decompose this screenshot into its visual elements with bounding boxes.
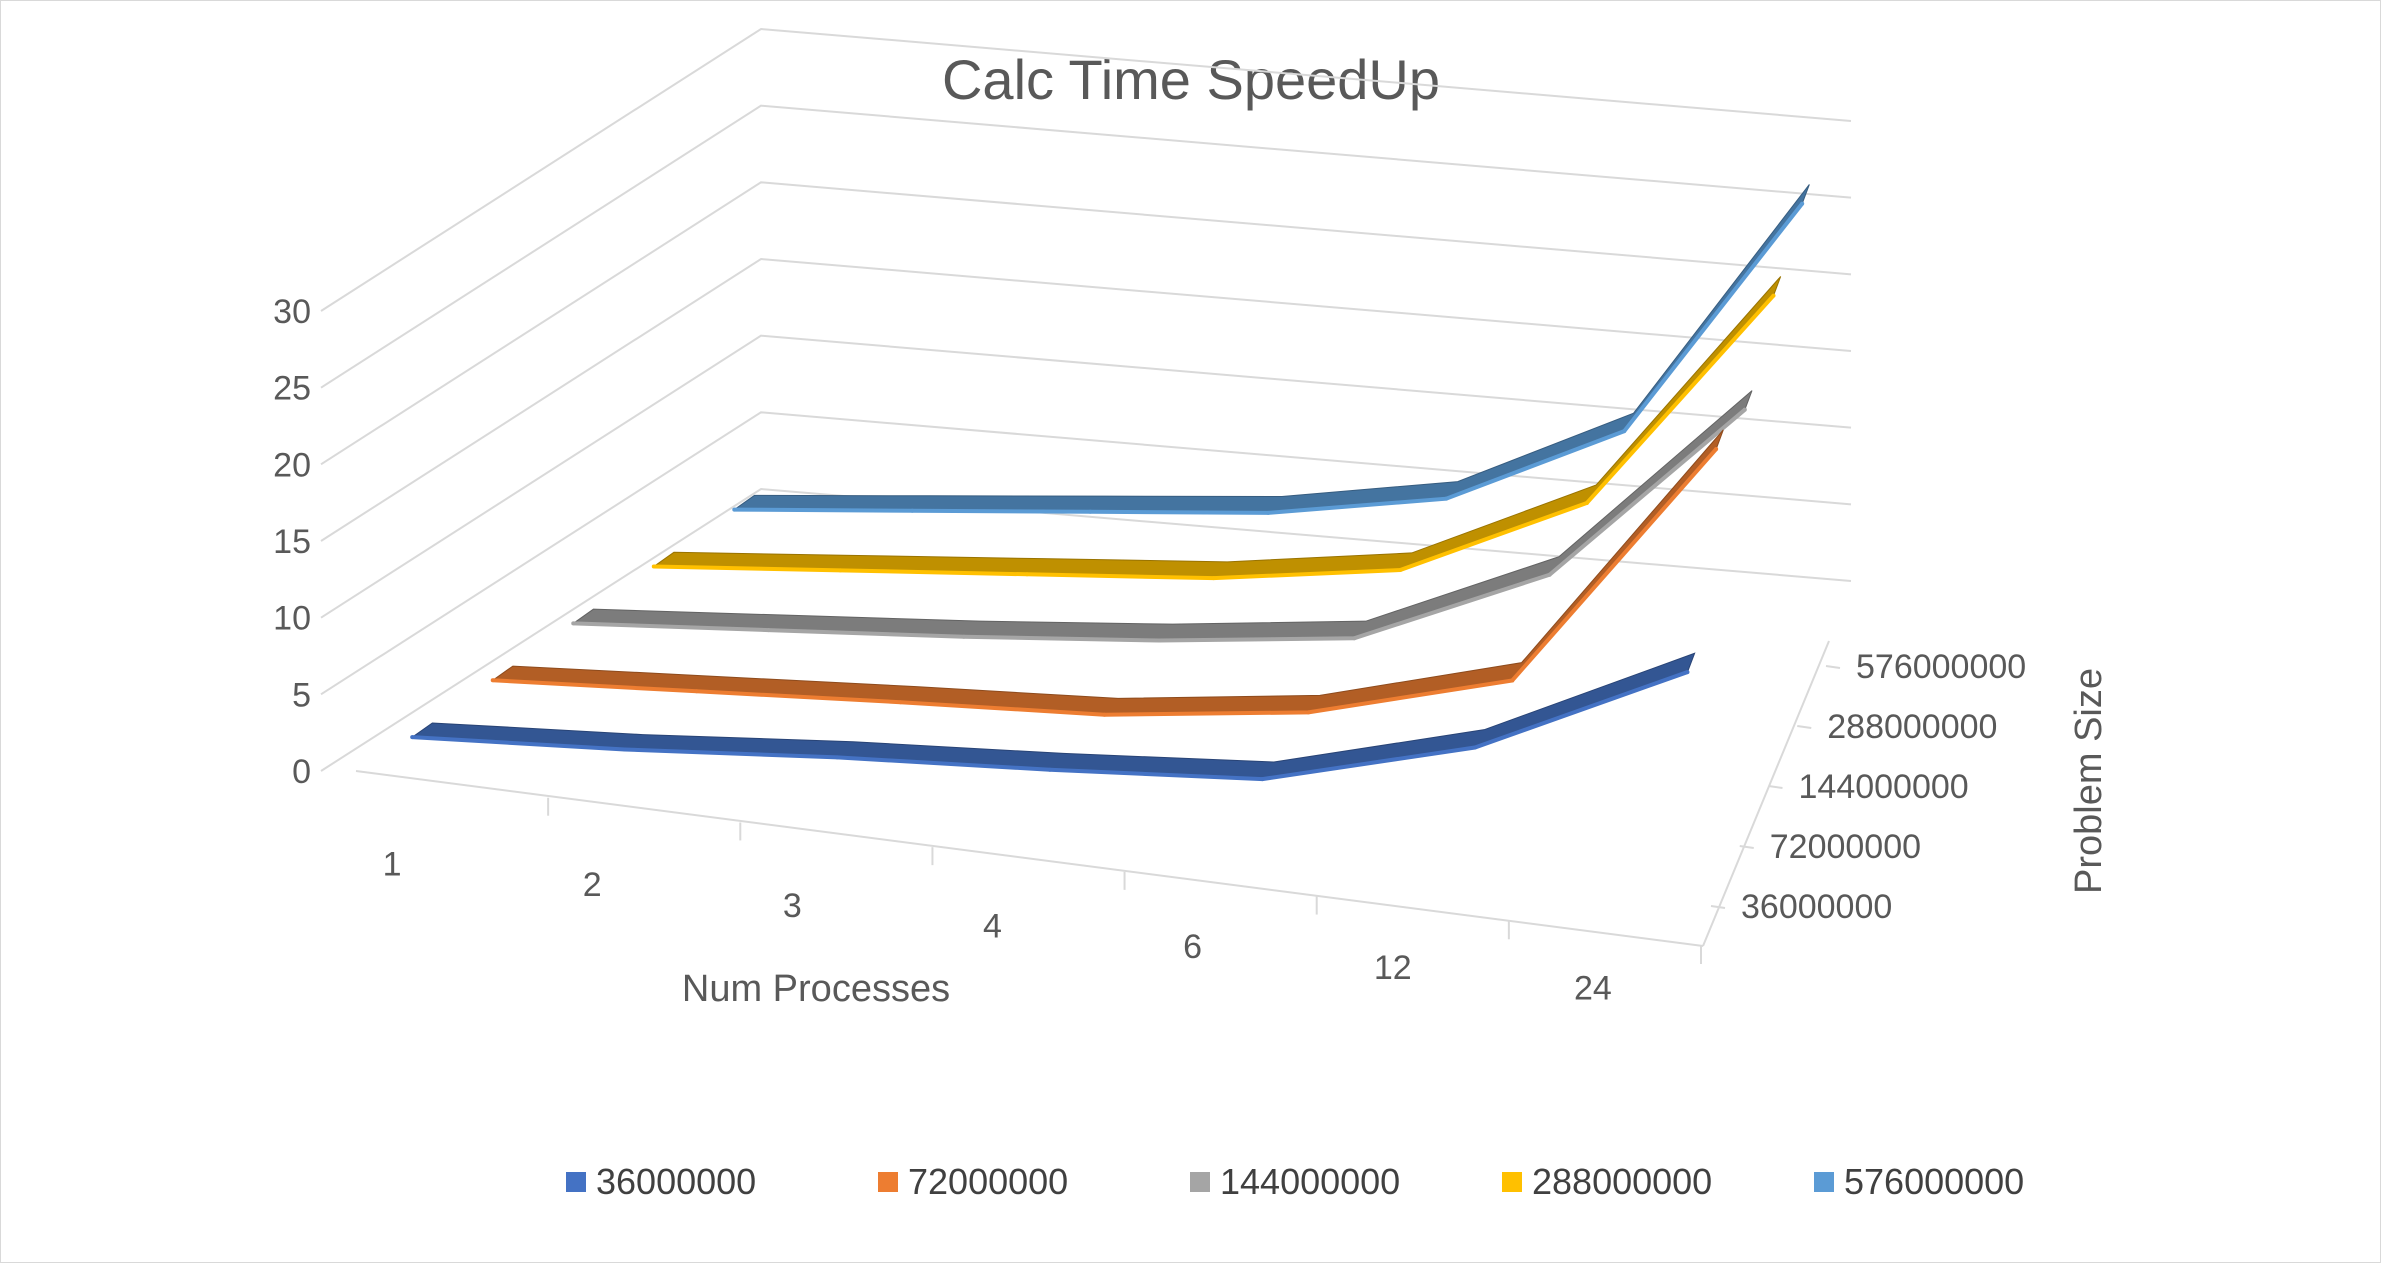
y-tick-label: 0 [292,753,311,791]
x-axis-title: Num Processes [682,968,950,1010]
data-point [1685,670,1690,675]
data-point [898,700,903,705]
grid-lines: 0 5 10 15 20 25 30 [273,27,1852,791]
data-point [1444,496,1449,501]
gridline [320,181,1852,466]
data-point [766,628,771,633]
y-tick-label: 5 [292,676,311,714]
data-point [694,689,699,694]
data-point [571,621,576,626]
depth-axis-line [1702,640,1830,947]
legend-label: 576000000 [1844,1161,2024,1202]
series-288000000 [651,276,1782,581]
data-point [1398,567,1403,572]
data-point [410,735,415,740]
data-point [1510,678,1515,683]
y-tick-label: 10 [273,600,311,638]
data-point [1771,293,1776,298]
y-tick-label: 25 [273,370,311,408]
depth-tick-mark [1768,785,1783,789]
data-point [732,507,737,512]
data-point [490,678,495,683]
data-point [1266,510,1271,515]
data-point [1622,429,1627,434]
depth-tick-mark [1797,725,1812,729]
ribbon-surface [732,184,1810,514]
data-point [961,634,966,639]
data-point [1088,509,1093,514]
data-point [838,568,843,573]
axes: 1234612243600000072000000144000000288000… [355,640,2026,1008]
gridline [320,27,1852,312]
depth-tick-label: 576000000 [1856,648,2026,686]
gridline [320,104,1852,389]
data-point [1714,447,1719,452]
depth-axis-title: Problem Size [2068,668,2110,894]
data-point [910,508,915,513]
x-tick-label: 2 [583,866,602,904]
series-144000000 [571,390,1753,643]
x-tick-label: 4 [983,908,1002,946]
x-axis-line [355,770,1704,947]
gridline [320,334,1852,619]
data-point [1800,201,1805,206]
data-point [1352,636,1357,641]
series-72000000 [490,429,1724,717]
x-tick-label: 24 [1574,970,1612,1008]
data-point [1102,712,1107,717]
series-576000000 [732,184,1810,515]
y-tick-label: 30 [273,293,311,331]
depth-tick-mark [1739,845,1754,849]
gridline [320,487,1852,772]
data-point [1584,500,1589,505]
depth-tick-label: 36000000 [1741,888,1892,926]
data-point [1306,710,1311,715]
data-point [1157,638,1162,643]
data-point [1260,777,1265,782]
legend-label: 288000000 [1532,1161,1712,1202]
data-point [835,755,840,760]
data-point [1472,745,1477,750]
y-tick-label: 15 [273,523,311,561]
data-point [1047,767,1052,772]
x-tick-label: 1 [383,845,402,883]
legend-swatch [1502,1172,1522,1192]
data-point [1742,407,1747,412]
legend-label: 36000000 [596,1161,756,1202]
data-point [1211,576,1216,581]
series-36000000 [410,652,1696,782]
x-tick-label: 3 [783,887,802,925]
gridline [320,257,1852,542]
depth-tick-mark [1710,905,1726,909]
depth-tick-label: 72000000 [1770,828,1921,866]
x-tick-label: 12 [1374,949,1412,987]
legend-swatch [878,1172,898,1192]
legend-label: 144000000 [1220,1161,1400,1202]
data-point [1025,572,1030,577]
y-tick-label: 20 [273,446,311,484]
legend-swatch [1190,1172,1210,1192]
ribbon-edge [734,202,1804,515]
data-point [651,564,656,569]
legend: 36000000 72000000 144000000 288000000 576000… [566,1161,2024,1202]
depth-tick-label: 144000000 [1799,768,1969,806]
legend-swatch [566,1172,586,1192]
data-point [622,747,627,752]
depth-tick-mark [1825,665,1841,669]
series-ribbons [410,184,1810,782]
legend-swatch [1814,1172,1834,1192]
x-tick-label: 6 [1183,928,1202,966]
legend-label: 72000000 [908,1161,1068,1202]
depth-tick-label: 288000000 [1827,708,1997,746]
data-point [1547,572,1552,577]
